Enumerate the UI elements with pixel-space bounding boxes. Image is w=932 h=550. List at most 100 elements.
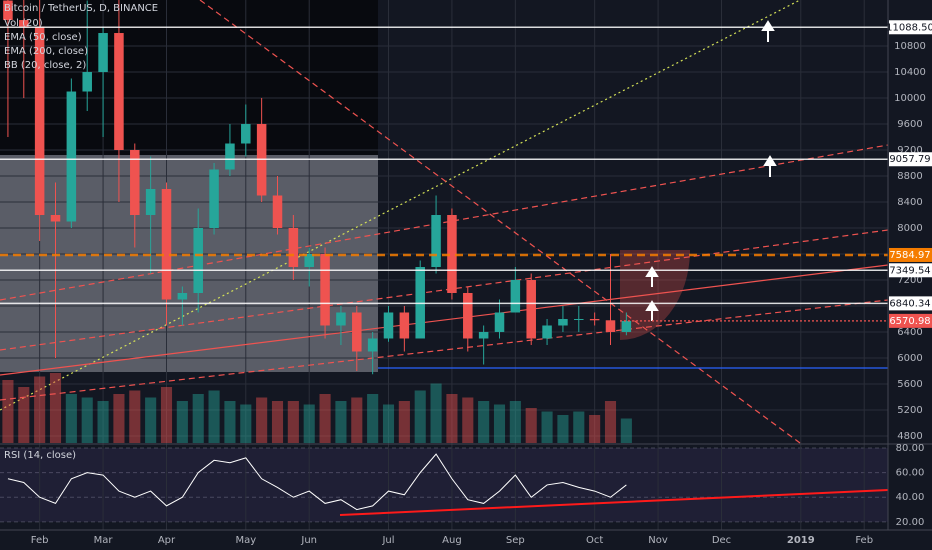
x-tick-label: Sep	[506, 535, 525, 546]
candle-body	[542, 325, 552, 339]
candle-body	[241, 124, 251, 144]
candle-body	[447, 215, 457, 293]
volume-bar	[414, 390, 426, 443]
candle-body	[209, 169, 219, 228]
candle-body	[50, 215, 61, 222]
candle-body	[463, 292, 473, 339]
candle-body	[510, 279, 521, 313]
candle-body	[3, 0, 13, 21]
volume-bar	[573, 411, 585, 443]
y-tick-label: 5200	[897, 405, 922, 416]
candle-body	[558, 318, 568, 326]
volume-bar	[303, 404, 315, 443]
x-tick-label: Jun	[300, 535, 317, 546]
volume-bar	[176, 401, 188, 443]
candle-body	[114, 33, 124, 151]
candle-body	[161, 189, 172, 300]
volume-bar	[256, 397, 268, 443]
volume-bar	[462, 397, 474, 443]
candle-body	[177, 292, 188, 300]
level-label: 7584.97	[889, 250, 930, 261]
level-label: 9057.79	[889, 154, 930, 165]
rsi-title: RSI (14, close)	[4, 450, 76, 461]
candle-body	[145, 189, 156, 216]
shading	[0, 0, 378, 372]
volume-bar	[557, 415, 569, 443]
volume-bar	[541, 411, 553, 443]
y-tick-label: 5600	[897, 379, 922, 390]
candle-body	[34, 26, 45, 216]
x-tick-label: Nov	[648, 535, 668, 546]
volume-bar	[160, 387, 173, 443]
volume-bar	[493, 404, 506, 443]
level-badge	[889, 247, 932, 262]
candle-body	[526, 279, 536, 339]
candle-body	[431, 215, 441, 267]
volume-bar	[525, 408, 537, 443]
volume-bar	[398, 401, 410, 443]
y-tick-label: 8400	[897, 197, 922, 208]
indicator: EMA (50, close)	[4, 32, 82, 43]
candle-body	[383, 312, 394, 339]
indicator: BB (20, close, 2)	[4, 60, 86, 71]
candle-body	[367, 338, 378, 352]
candle-body	[589, 318, 600, 321]
volume-bar	[335, 401, 347, 443]
volume-bar	[589, 415, 601, 443]
volume-bar	[382, 404, 395, 443]
x-tick-label: Apr	[158, 535, 176, 546]
level-badge	[889, 152, 932, 167]
level-badge	[889, 20, 932, 35]
candle-body	[130, 150, 140, 216]
x-tick-label: Feb	[31, 535, 49, 546]
x-tick-label: Dec	[712, 535, 731, 546]
candle-body	[605, 320, 616, 332]
volume-bar	[49, 373, 62, 443]
x-tick-label: Oct	[586, 535, 603, 546]
x-tick-label: Aug	[442, 535, 462, 546]
candle-body	[225, 143, 235, 170]
volume-bar	[97, 401, 109, 443]
level-label: 7349.54	[889, 265, 930, 276]
rsi-tick-label: 60.00	[896, 468, 925, 479]
y-tick-label: 10800	[894, 41, 926, 52]
trend-lines	[0, 0, 889, 516]
rsi-line	[7, 453, 627, 511]
volume-bar	[81, 397, 93, 443]
x-tick-label: Mar	[94, 535, 114, 546]
arrows	[645, 20, 777, 321]
x-tick-label: Feb	[855, 535, 873, 546]
y-tick-label: 9200	[897, 145, 922, 156]
volume-bar	[113, 394, 125, 443]
volume-bar	[351, 397, 363, 443]
candle-body	[193, 227, 203, 293]
volume-bar	[208, 390, 220, 443]
candle-body	[336, 312, 346, 326]
level-label: 6840.34	[889, 298, 930, 309]
x-tick-label: May	[235, 535, 256, 546]
volume-bar	[287, 401, 299, 443]
candle-body	[399, 312, 410, 339]
volume-bar	[620, 418, 632, 443]
volume-bar	[240, 404, 252, 443]
chart-title: Bitcoin / TetherUS, D, BINANCE	[4, 3, 158, 14]
volume-bar	[319, 394, 331, 443]
volume-bar	[430, 383, 442, 443]
y-tick-label: 10400	[894, 67, 926, 78]
candle-body	[272, 195, 283, 228]
y-tick-label: 10000	[894, 93, 926, 104]
rsi-tick-label: 80.00	[896, 443, 925, 454]
y-tick-label: 6400	[897, 327, 922, 338]
volume-bar	[224, 401, 236, 443]
candle-body	[494, 312, 505, 332]
candle-body	[320, 253, 330, 326]
volume-bar	[129, 390, 141, 443]
candle-body	[19, 20, 29, 27]
y-tick-label: 7200	[897, 275, 922, 286]
indicator: EMA (200, close)	[4, 46, 88, 57]
candle-body	[288, 227, 299, 267]
level-label: 6570.98	[889, 316, 930, 327]
x-tick-label: 2019	[787, 535, 815, 546]
volume-bar	[604, 401, 617, 443]
candle-body	[98, 33, 108, 73]
